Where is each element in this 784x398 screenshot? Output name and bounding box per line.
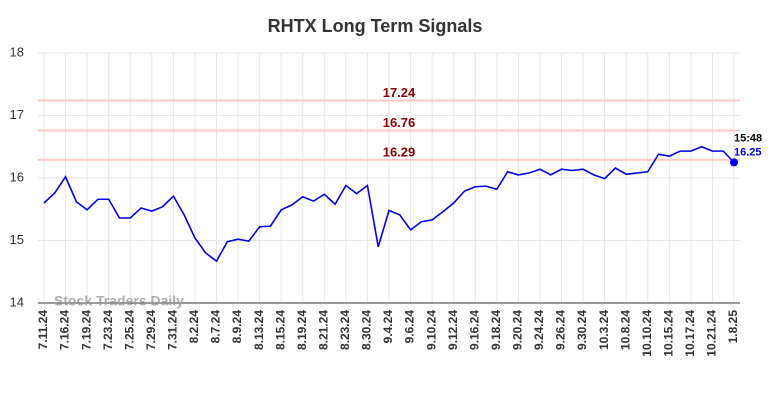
x-tick-label: 8.9.24: [230, 310, 244, 344]
x-tick-label: 7.29.24: [144, 310, 158, 350]
x-tick-label: 1.8.25: [726, 310, 740, 344]
reference-label: 16.76: [383, 115, 416, 130]
x-tick-label: 9.20.24: [511, 310, 525, 350]
reference-label: 17.24: [383, 85, 416, 100]
y-tick-label: 17: [10, 107, 24, 122]
x-tick-label: 9.10.24: [424, 310, 438, 350]
x-tick-label: 10.8.24: [618, 310, 632, 350]
x-tick-label: 9.12.24: [446, 310, 460, 350]
x-tick-label: 10.15.24: [661, 310, 675, 357]
x-tick-label: 10.21.24: [705, 310, 719, 357]
x-tick-label: 7.31.24: [166, 310, 180, 350]
x-tick-label: 8.21.24: [316, 310, 330, 350]
x-tick-label: 7.19.24: [79, 310, 93, 350]
x-tick-label: 8.23.24: [338, 310, 352, 350]
x-tick-label: 9.30.24: [575, 310, 589, 350]
x-tick-label: 9.16.24: [467, 310, 481, 350]
x-tick-label: 8.30.24: [360, 310, 374, 350]
y-tick-label: 14: [10, 294, 24, 309]
x-tick-label: 10.10.24: [640, 310, 654, 357]
x-tick-label: 8.7.24: [209, 310, 223, 344]
x-tick-label: 8.2.24: [187, 310, 201, 344]
x-tick-label: 8.13.24: [252, 310, 266, 350]
x-tick-label: 10.17.24: [683, 310, 697, 357]
x-tick-label: 9.18.24: [489, 310, 503, 350]
y-tick-label: 16: [10, 169, 24, 184]
x-tick-label: 9.26.24: [554, 310, 568, 350]
x-tick-label: 9.24.24: [532, 310, 546, 350]
y-tick-label: 15: [10, 232, 24, 247]
last-value: 16.25: [734, 146, 762, 158]
x-tick-label: 7.16.24: [58, 310, 72, 350]
x-tick-label: 8.15.24: [273, 310, 287, 350]
last-point: [730, 158, 738, 167]
y-tick-label: 18: [10, 44, 24, 59]
x-tick-label: 10.3.24: [597, 310, 611, 350]
price-line: [43, 145, 735, 263]
watermark: Stock Traders Daily: [54, 293, 184, 309]
x-tick-label: 7.11.24: [36, 310, 50, 350]
x-tick-label: 9.6.24: [403, 310, 417, 344]
last-time: 15:48: [734, 132, 762, 144]
x-tick-label: 7.25.24: [122, 310, 136, 350]
chart-title: RHTX Long Term Signals: [268, 16, 483, 36]
x-tick-label: 8.19.24: [295, 310, 309, 350]
reference-label: 16.29: [383, 144, 416, 159]
x-tick-label: 9.4.24: [381, 310, 395, 344]
x-tick-label: 7.23.24: [101, 310, 115, 350]
